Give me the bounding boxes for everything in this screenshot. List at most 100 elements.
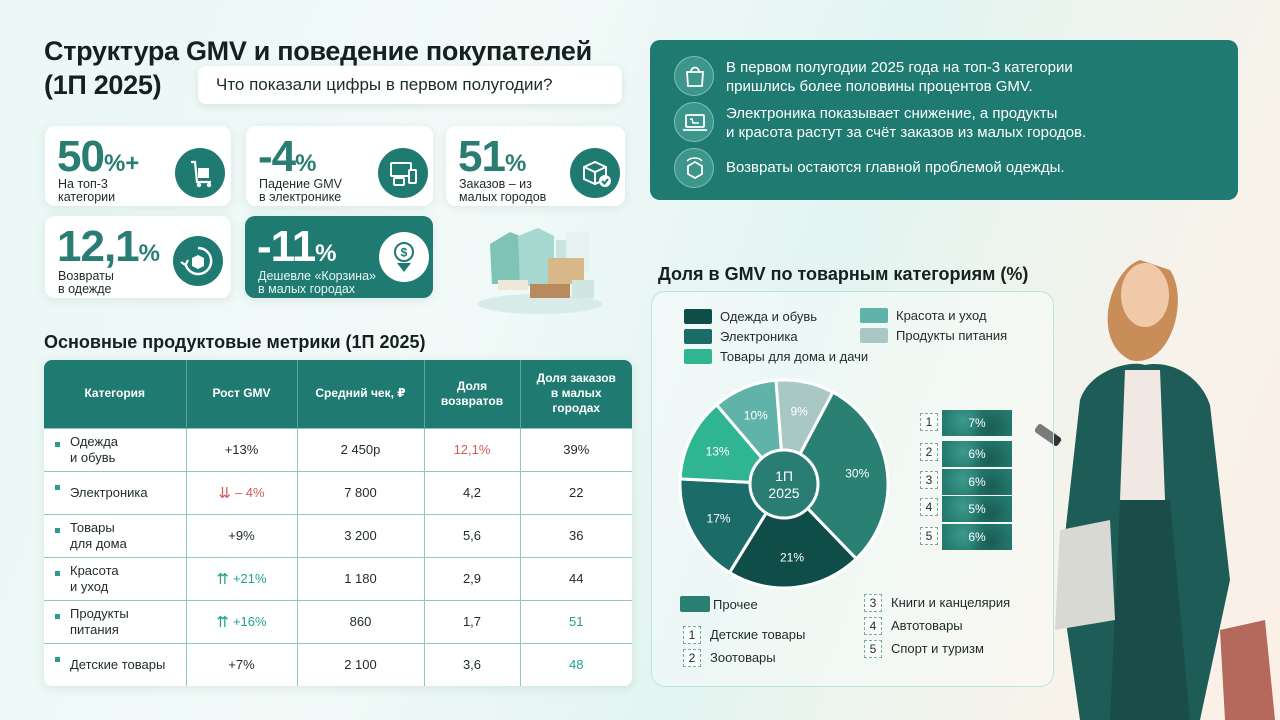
col-header-returns: Доля возвратов bbox=[424, 360, 521, 428]
cell-small-cities: 22 bbox=[520, 470, 632, 514]
devices-icon bbox=[378, 148, 428, 198]
pie-center bbox=[748, 448, 820, 520]
kpi-label: Падение GMV в электронике bbox=[259, 177, 342, 204]
legend-swatch bbox=[684, 329, 712, 344]
insights-panel: В первом полугодии 2025 года на топ-3 ка… bbox=[650, 40, 1238, 200]
table-title: Основные продуктовые метрики (1П 2025) bbox=[44, 332, 426, 352]
pie-slice-label: 17% bbox=[707, 512, 731, 526]
table-row: Одежда и обувь +13% 2 450р 12,1% 39% bbox=[44, 427, 632, 471]
legend-swatch bbox=[684, 349, 712, 364]
kpi-card-electronics: -4% Падение GMV в электронике bbox=[246, 126, 433, 206]
kpi-card-returns: 12,1% Возвраты в одежде bbox=[45, 216, 231, 298]
table-row: Электроника ⇊ – 4% 7 800 4,2 22 bbox=[44, 470, 632, 514]
cell-growth: +7% bbox=[186, 642, 298, 686]
bar-up-icon: ⇈ bbox=[216, 570, 229, 588]
cell-growth: ⇊ – 4% bbox=[186, 470, 298, 514]
table-row: Продукты питания ⇈ +16% 860 1,7 51 bbox=[44, 599, 632, 643]
cell-small-cities: 48 bbox=[520, 642, 632, 686]
pie-slice bbox=[727, 481, 859, 590]
cell-returns: 1,7 bbox=[424, 599, 521, 643]
cell-check: 2 450р bbox=[297, 427, 425, 471]
minor-value: 5% bbox=[942, 496, 1012, 522]
minor-value: 6% bbox=[942, 524, 1012, 550]
cell-check: 7 800 bbox=[297, 470, 425, 514]
kpi-card-basket-price: -11% Дешевле «Корзина» в малых городах $ bbox=[245, 216, 433, 298]
cell-check: 2 100 bbox=[297, 642, 425, 686]
products-illustration bbox=[470, 214, 610, 316]
cell-category: Одежда и обувь bbox=[44, 427, 187, 471]
kpi-label: Дешевле «Корзина» в малых городах bbox=[258, 269, 376, 296]
cell-category: Детские товары bbox=[44, 642, 187, 686]
pie-slice-label: 30% bbox=[845, 467, 869, 481]
minor-value: 6% bbox=[942, 441, 1012, 467]
legend-swatch bbox=[860, 328, 888, 343]
cell-category: Товары для дома bbox=[44, 513, 187, 557]
shopping-bag-icon bbox=[674, 56, 714, 96]
cell-category: Продукты питания bbox=[44, 599, 187, 643]
cell-check: 1 180 bbox=[297, 556, 425, 600]
woman-shopping-illustration bbox=[1020, 200, 1280, 720]
table-header-row: Категория Рост GMV Средний чек, ₽ Доля в… bbox=[44, 360, 632, 428]
kpi-value: -11% bbox=[257, 222, 337, 271]
minor-value: 6% bbox=[942, 469, 1012, 495]
cell-small-cities: 44 bbox=[520, 556, 632, 600]
pie-slice-label: 21% bbox=[780, 551, 804, 565]
pie-slice-label: 13% bbox=[706, 444, 730, 458]
bar-down-icon: ⇊ bbox=[218, 484, 231, 502]
kpi-value: -4% bbox=[258, 132, 317, 181]
pie-center-label: 2025 bbox=[768, 485, 799, 501]
kpi-value: 12,1% bbox=[57, 222, 160, 271]
legend-swatch bbox=[860, 308, 888, 323]
svg-text:$: $ bbox=[401, 246, 408, 260]
table-row: Красота и уход ⇈ +21% 1 180 2,9 44 bbox=[44, 556, 632, 600]
page-title: Структура GMV и поведение покупателей (1… bbox=[44, 36, 592, 100]
cell-growth: +13% bbox=[186, 427, 298, 471]
cell-check: 3 200 bbox=[297, 513, 425, 557]
cell-small-cities: 51 bbox=[520, 599, 632, 643]
package-check-icon bbox=[570, 148, 620, 198]
cell-growth: ⇈ +21% bbox=[186, 556, 298, 600]
kpi-value: 50%+ bbox=[57, 132, 140, 181]
pie-slice bbox=[782, 390, 890, 561]
cell-category: Красота и уход bbox=[44, 556, 187, 600]
col-header-growth: Рост GMV bbox=[186, 360, 298, 428]
pie-slice-label: 10% bbox=[744, 409, 768, 423]
price-down-icon: $ bbox=[379, 232, 429, 282]
minor-value: 7% bbox=[942, 410, 1012, 436]
table-row: Товары для дома +9% 3 200 5,6 36 bbox=[44, 513, 632, 557]
pie-chart-title: Доля в GMV по товарным категориям (%) bbox=[658, 264, 1029, 284]
pie-center-label: 1П bbox=[775, 468, 793, 484]
cell-returns: 4,2 bbox=[424, 470, 521, 514]
kpi-label: На топ-3 категории bbox=[58, 177, 116, 204]
legend-swatch bbox=[684, 309, 712, 324]
col-header-check: Средний чек, ₽ bbox=[297, 360, 425, 428]
kpi-value: 51% bbox=[458, 132, 527, 181]
question-banner: Что показали цифры в первом полугодии? bbox=[198, 66, 622, 104]
cell-returns: 3,6 bbox=[424, 642, 521, 686]
cell-returns: 2,9 bbox=[424, 556, 521, 600]
cell-growth: +9% bbox=[186, 513, 298, 557]
col-header-small-cities: Доля заказов в малых городах bbox=[520, 360, 632, 428]
kpi-label: Возвраты в одежде bbox=[58, 269, 114, 296]
bar-up-icon: ⇈ bbox=[216, 613, 229, 631]
legend-swatch bbox=[680, 596, 710, 612]
cell-category: Электроника bbox=[44, 470, 187, 514]
pie-slice-label: 9% bbox=[790, 405, 808, 419]
cell-check: 860 bbox=[297, 599, 425, 643]
return-arrow-box-icon bbox=[674, 148, 714, 188]
cell-small-cities: 36 bbox=[520, 513, 632, 557]
col-header-category: Категория bbox=[44, 360, 187, 428]
cell-growth: ⇈ +16% bbox=[186, 599, 298, 643]
metrics-table: Категория Рост GMV Средний чек, ₽ Доля в… bbox=[44, 360, 632, 686]
delivery-trolley-icon bbox=[175, 148, 225, 198]
kpi-label: Заказов – из малых городов bbox=[459, 177, 547, 204]
laptop-cart-icon bbox=[674, 102, 714, 142]
cell-small-cities: 39% bbox=[520, 427, 632, 471]
return-box-icon bbox=[173, 236, 223, 286]
table-row: Детские товары +7% 2 100 3,6 48 bbox=[44, 642, 632, 686]
cell-returns: 12,1% bbox=[424, 427, 521, 471]
kpi-card-small-cities: 51% Заказов – из малых городов bbox=[446, 126, 625, 206]
kpi-card-top3: 50%+ На топ-3 категории bbox=[45, 126, 231, 206]
cell-returns: 5,6 bbox=[424, 513, 521, 557]
